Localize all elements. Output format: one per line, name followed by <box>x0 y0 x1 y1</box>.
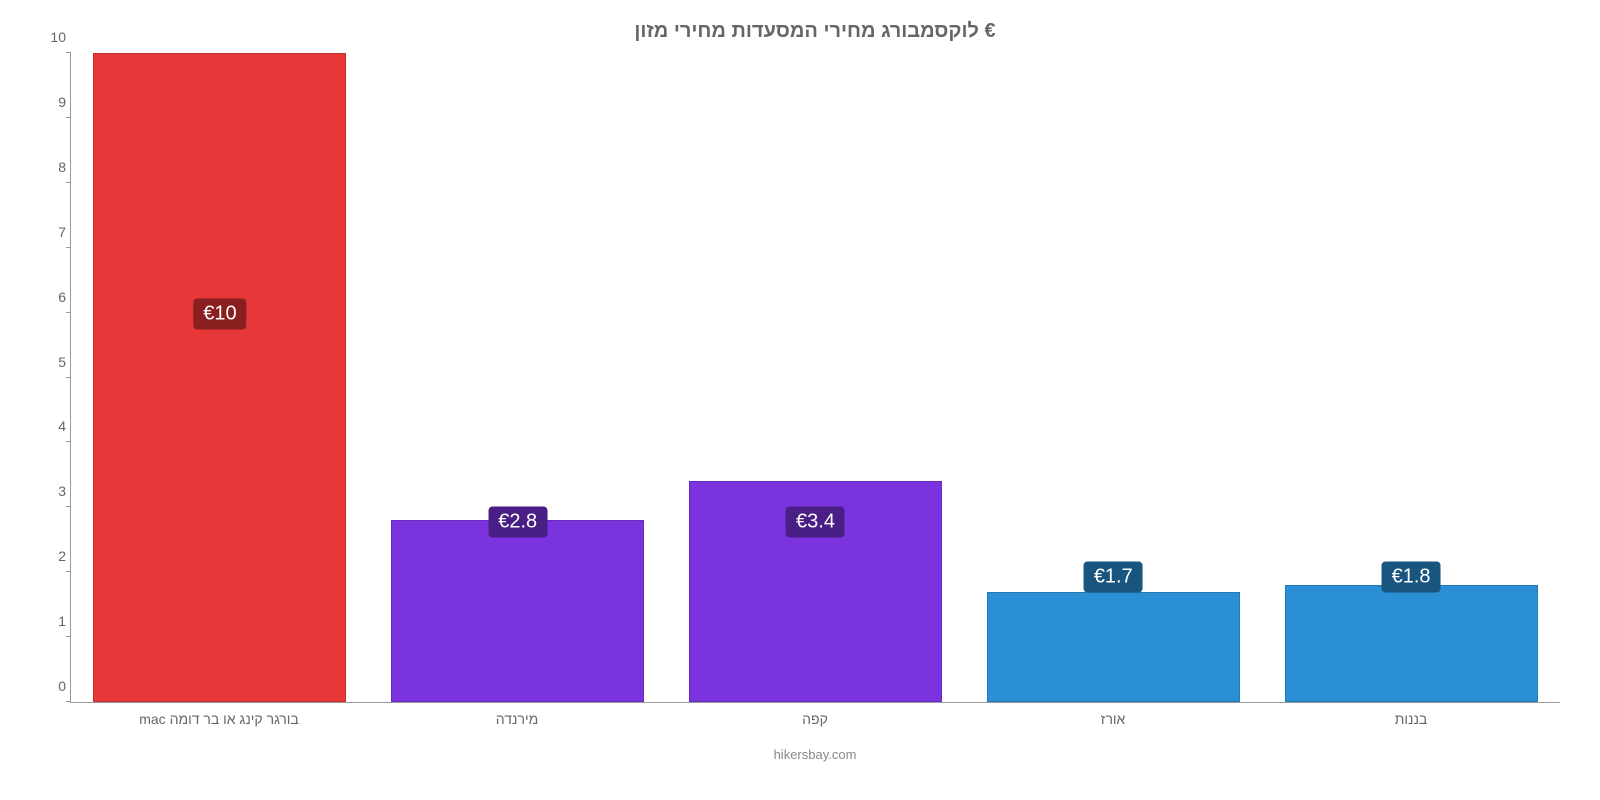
chart-title: לוקסמבורג מחירי המסעדות מחירי מזון € <box>70 20 1560 43</box>
y-tick-mark <box>66 636 71 637</box>
chart-container: לוקסמבורג מחירי המסעדות מחירי מזון € €10… <box>0 0 1600 800</box>
bars-row: €10 €2.8 €3.4 €1.7 €1.8 <box>71 53 1560 702</box>
y-tick-mark <box>66 701 71 702</box>
bar-slot: €10 <box>71 53 369 702</box>
y-tick-mark <box>66 506 71 507</box>
y-tick-label: 9 <box>31 94 66 110</box>
y-tick-mark <box>66 52 71 53</box>
bar <box>391 520 644 702</box>
x-axis-labels: בורגר קינג או בר דומה macמירנדהקפהאורזבנ… <box>70 711 1560 727</box>
x-tick-label: אורז <box>964 711 1262 727</box>
bar-slot: €3.4 <box>667 53 965 702</box>
x-tick-label: מירנדה <box>368 711 666 727</box>
y-tick-label: 1 <box>31 613 66 629</box>
y-tick-label: 6 <box>31 289 66 305</box>
y-tick-mark <box>66 571 71 572</box>
y-tick-label: 8 <box>31 159 66 175</box>
bar-value-badge: €3.4 <box>786 506 845 537</box>
x-tick-label: קפה <box>666 711 964 727</box>
plot-area: €10€2.8€3.4€1.7€1.8 012345678910 <box>70 53 1560 703</box>
bar-value-badge: €1.8 <box>1382 561 1441 592</box>
y-tick-label: 10 <box>31 29 66 45</box>
x-tick-label: בננות <box>1262 711 1560 727</box>
bar-value-badge: €2.8 <box>488 506 547 537</box>
y-tick-label: 5 <box>31 354 66 370</box>
bar <box>93 53 346 702</box>
y-tick-label: 0 <box>31 678 66 694</box>
y-tick-label: 2 <box>31 548 66 564</box>
bar <box>987 592 1240 702</box>
y-tick-label: 4 <box>31 418 66 434</box>
bar-slot: €1.8 <box>1262 53 1560 702</box>
chart-footer: hikersbay.com <box>70 747 1560 762</box>
bar-value-badge: €1.7 <box>1084 561 1143 592</box>
x-tick-label: בורגר קינג או בר דומה mac <box>70 711 368 727</box>
y-tick-mark <box>66 312 71 313</box>
bar-slot: €1.7 <box>964 53 1262 702</box>
y-tick-mark <box>66 247 71 248</box>
y-tick-mark <box>66 117 71 118</box>
bar <box>1285 585 1538 702</box>
y-tick-mark <box>66 182 71 183</box>
y-tick-mark <box>66 377 71 378</box>
y-tick-label: 3 <box>31 483 66 499</box>
bar-value-badge: €10 <box>193 299 246 330</box>
bar-slot: €2.8 <box>369 53 667 702</box>
y-tick-label: 7 <box>31 224 66 240</box>
y-tick-mark <box>66 441 71 442</box>
